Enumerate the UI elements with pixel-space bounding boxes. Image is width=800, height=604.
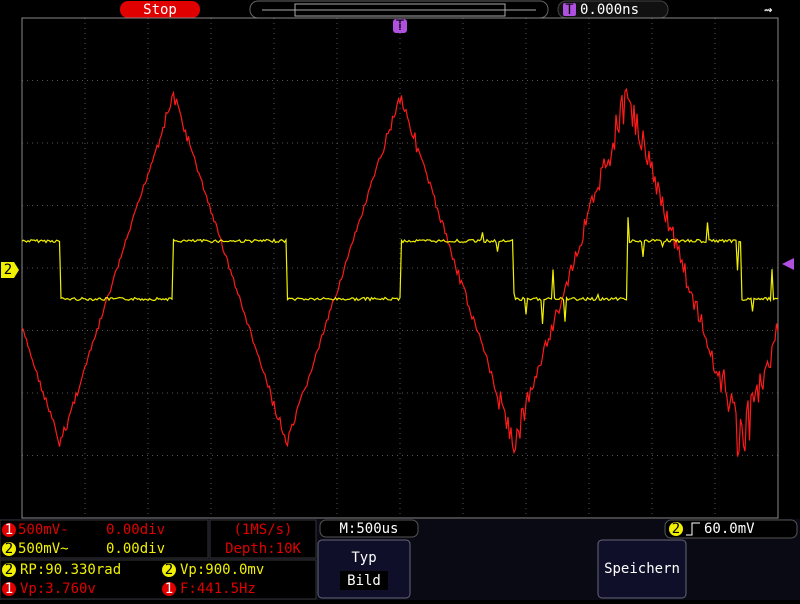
channel-marker-box [1,262,19,278]
graticule [22,18,778,518]
measurement: Vp:900.0mv [180,562,264,578]
measurement: F:441.5Hz [180,581,256,597]
trigger-box [664,519,798,539]
badge [2,542,16,556]
acq-box [209,519,317,559]
badge [2,582,16,596]
channel-box [0,519,209,559]
ch2-scale: 500mV~ [18,541,69,557]
trigger-marker: T [396,18,405,34]
button-label: Typ [351,550,376,566]
channel-marker: 2 [4,262,12,278]
depth: Depth:10K [225,541,301,557]
badge-text: 1 [165,581,173,597]
badge-text: 2 [165,562,173,578]
screen-border [21,17,779,519]
measurement: Vp:3.760v [20,581,96,597]
measure-box [0,559,317,600]
edge-icon [686,522,700,536]
button-value: Bild [347,573,381,589]
button[interactable] [597,539,687,599]
memory-window [294,3,506,17]
ch1-offset: 0.00div [106,522,165,538]
badge-text: 1 [5,581,13,597]
trigger-badge [563,3,576,16]
trigger-marker-box [393,19,407,33]
badge-text: 2 [5,562,13,578]
badge [2,563,16,577]
badge [669,522,683,536]
ch2-offset: 0.00div [106,541,165,557]
badge [162,563,176,577]
badge-text: 1 [5,522,13,538]
button-value-box [340,571,388,590]
badge [162,582,176,596]
trigger-badge-text: T [565,2,574,18]
badge-text: 2 [5,541,13,557]
timebase-box [319,519,419,538]
badge-text: 2 [672,521,680,537]
timebase: M:500us [339,521,398,537]
channel2-trace [21,217,779,324]
channel1-trace [21,87,779,457]
sample-rate: (1MS/s) [233,522,292,538]
status: Stop [143,2,177,18]
ch1-scale: 500mV- [18,522,69,538]
trigger-level: 60.0mV [704,521,755,537]
status-box[interactable] [120,1,200,18]
badge [2,523,16,537]
usb-icon: ⇝ [764,2,772,18]
button-label: Speichern [604,561,680,577]
measurement: RP:90.330rad [20,562,121,578]
trigger-level-marker [782,258,794,270]
time-offset: 0.000ns [580,2,639,18]
